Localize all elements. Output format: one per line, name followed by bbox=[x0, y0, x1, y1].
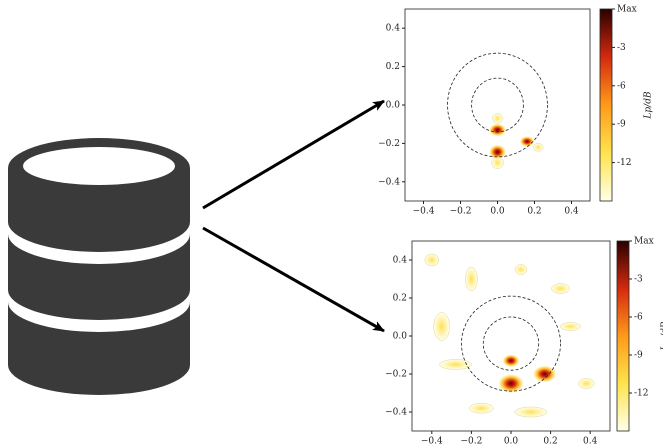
y-tick-label: 0.0 bbox=[386, 101, 401, 111]
x-tick-label: −0.4 bbox=[421, 437, 443, 444]
heatmap bbox=[447, 52, 548, 169]
colorbar-tick-label: -12 bbox=[634, 389, 649, 399]
colorbar-label: L−/dB bbox=[661, 321, 663, 351]
heat-blob bbox=[433, 312, 450, 341]
y-tick-label: 0.2 bbox=[386, 62, 400, 72]
heat-blob bbox=[491, 156, 504, 169]
colorbar-label: Lp/dB bbox=[644, 91, 654, 120]
colorbar-tick-label: -3 bbox=[634, 275, 643, 285]
heat-blob bbox=[532, 142, 544, 152]
heat-blob bbox=[577, 378, 595, 389]
heat-blob bbox=[520, 136, 535, 147]
colorbar-tick-label: -12 bbox=[617, 158, 632, 168]
colorbar-tick-label: -3 bbox=[617, 43, 626, 53]
database-icon bbox=[8, 138, 190, 395]
colorbar-tick-label: -6 bbox=[617, 81, 626, 91]
heat-blob bbox=[499, 374, 523, 393]
x-tick-label: −0.2 bbox=[450, 207, 472, 217]
heat-blob bbox=[424, 253, 440, 267]
dashed-circle bbox=[482, 316, 540, 371]
colorbar bbox=[599, 8, 613, 202]
colorbar-tick-label: -9 bbox=[634, 351, 643, 361]
x-tick-label: 0.4 bbox=[583, 437, 598, 444]
heat-blob bbox=[439, 359, 472, 370]
heatmap bbox=[424, 253, 595, 418]
y-tick-label: −0.4 bbox=[378, 177, 400, 187]
y-tick-label: 0.2 bbox=[393, 294, 407, 304]
colorbar bbox=[616, 240, 630, 432]
y-tick-label: 0.4 bbox=[393, 256, 408, 266]
colorbar-tick-label: Max bbox=[617, 5, 637, 15]
heat-blob bbox=[514, 406, 548, 418]
x-tick-label: −0.4 bbox=[413, 207, 435, 217]
heat-blob bbox=[551, 283, 570, 294]
y-tick-label: −0.2 bbox=[378, 139, 400, 149]
colorbar-tick-label: -6 bbox=[634, 313, 643, 323]
y-tick-label: −0.4 bbox=[385, 408, 407, 418]
dashed-circle bbox=[471, 77, 524, 133]
heat-blob bbox=[533, 366, 556, 382]
y-tick-label: −0.2 bbox=[385, 370, 407, 380]
plot: −0.4 −0.2 0.0 0.2 0.4 −0.4 −0.2 0.0 0.2 0.4 Max -3 -… bbox=[378, 5, 653, 217]
heat-blob bbox=[560, 322, 581, 331]
x-tick-label: 0.2 bbox=[527, 207, 541, 217]
x-tick-label: 0.0 bbox=[504, 437, 519, 444]
plot: −0.4 −0.2 0.0 0.2 0.4 −0.4 −0.2 0.0 0.2 0.4 Max -3 -… bbox=[385, 237, 663, 444]
dashed-circle bbox=[461, 295, 561, 392]
heat-blob bbox=[503, 354, 519, 367]
x-tick-label: 0.2 bbox=[543, 437, 557, 444]
arrow bbox=[202, 99, 385, 210]
colorbar-tick-label: -9 bbox=[617, 120, 626, 130]
arrow bbox=[202, 226, 385, 333]
heat-blob bbox=[514, 264, 528, 275]
y-tick-label: 0.0 bbox=[393, 332, 408, 342]
dashed-circle bbox=[447, 52, 548, 158]
y-tick-label: 0.4 bbox=[386, 24, 401, 34]
colorbar-tick-label: Max bbox=[634, 237, 654, 247]
heat-blob bbox=[465, 266, 478, 292]
heat-blob bbox=[489, 123, 506, 136]
axes-frame bbox=[404, 8, 591, 202]
x-tick-label: 0.0 bbox=[490, 207, 505, 217]
plots: −0.4 −0.2 0.0 0.2 0.4 −0.4 −0.2 0.0 0.2 0.4 Max -3 -… bbox=[378, 5, 663, 444]
x-tick-label: −0.2 bbox=[460, 437, 482, 444]
heat-blob bbox=[492, 113, 503, 124]
x-tick-label: 0.4 bbox=[564, 207, 579, 217]
heat-blob bbox=[469, 402, 494, 414]
heat-blob bbox=[489, 145, 506, 160]
